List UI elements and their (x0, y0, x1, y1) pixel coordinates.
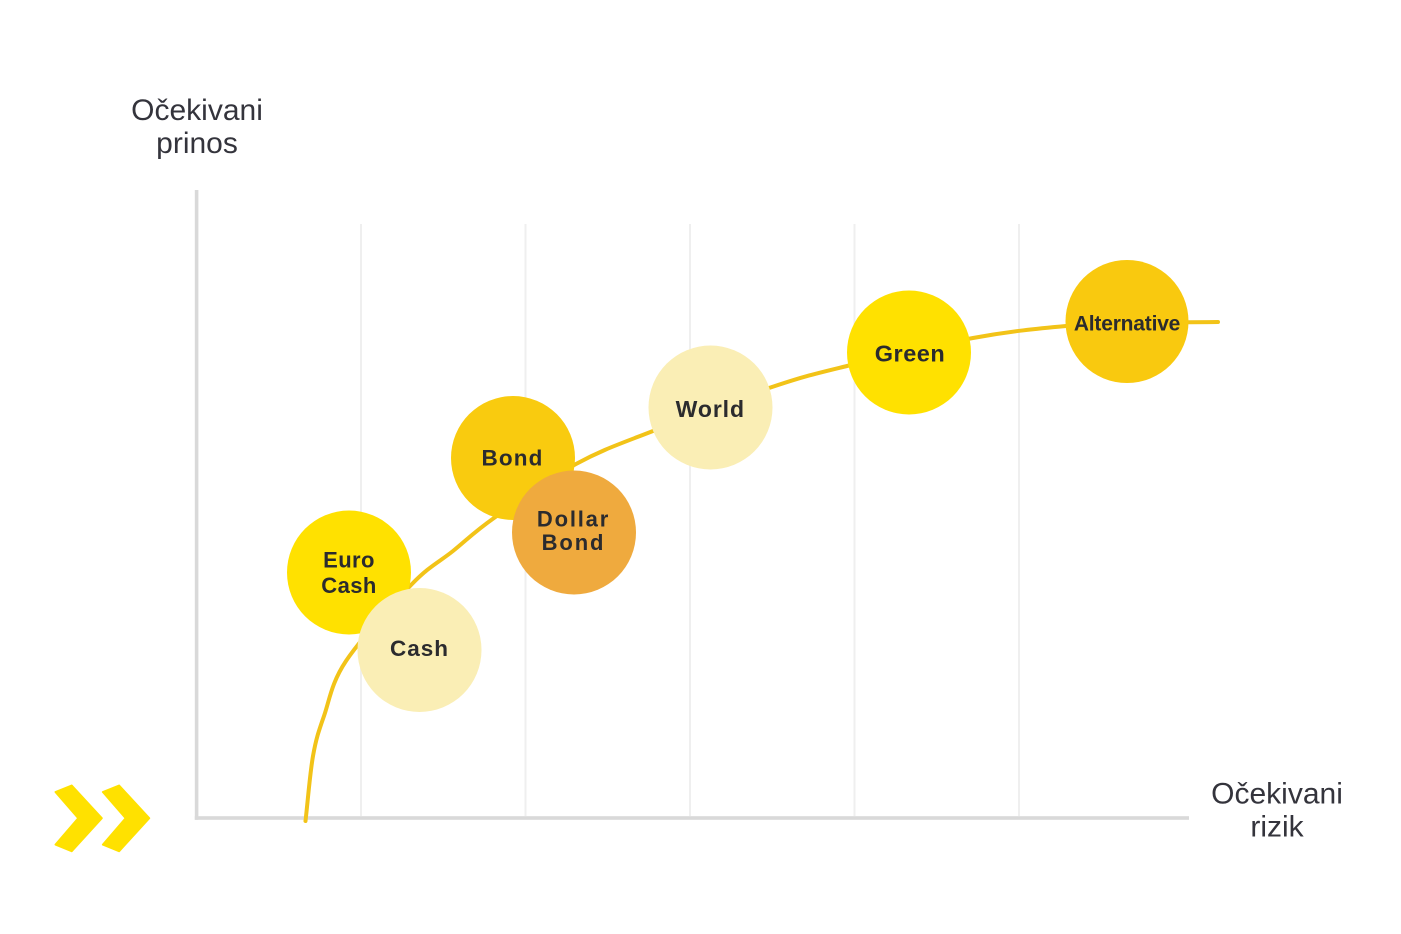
svg-text:Alternative: Alternative (1074, 313, 1180, 336)
svg-text:rizik: rizik (1250, 811, 1304, 844)
svg-text:Euro: Euro (323, 548, 375, 573)
svg-text:Bond: Bond (542, 530, 606, 555)
svg-text:Cash: Cash (390, 636, 449, 661)
svg-text:prinos: prinos (156, 127, 238, 160)
svg-text:Green: Green (875, 341, 945, 367)
svg-text:Očekivani: Očekivani (131, 94, 263, 127)
svg-text:Očekivani: Očekivani (1211, 778, 1343, 811)
svg-text:World: World (676, 396, 745, 422)
svg-text:Dollar: Dollar (537, 507, 610, 532)
svg-text:Bond: Bond (482, 446, 544, 471)
svg-text:Cash: Cash (321, 573, 376, 598)
